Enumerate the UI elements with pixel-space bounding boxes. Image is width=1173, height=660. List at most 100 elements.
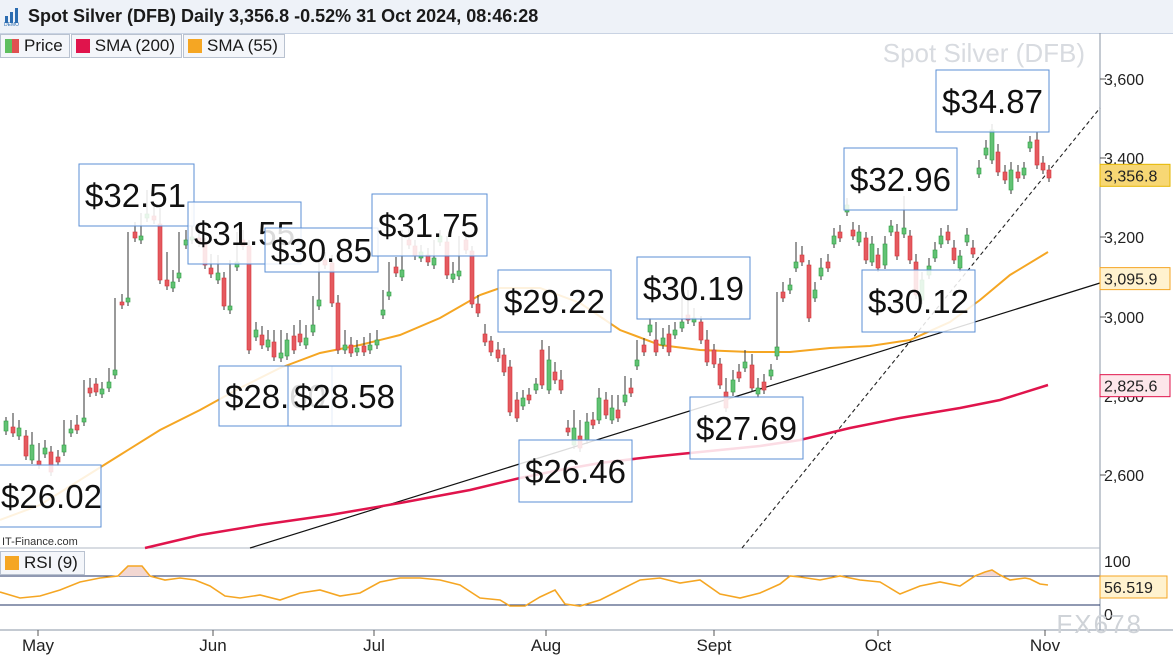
x-tick-label: Sept <box>697 636 732 655</box>
candle-body <box>882 243 888 266</box>
candle-body <box>970 247 976 255</box>
rsi-value-label: 56.519 <box>1104 580 1153 597</box>
candle-body <box>957 255 963 269</box>
candle-body <box>291 335 297 351</box>
annotation-label: $32.96 <box>850 161 951 198</box>
candle-body <box>354 347 360 353</box>
candle-body <box>342 344 348 351</box>
rsi-tick-100: 100 <box>1104 554 1131 571</box>
candle-body <box>546 359 552 391</box>
candle-body <box>271 341 277 358</box>
candle-body <box>265 339 271 348</box>
candle-body <box>755 387 761 395</box>
annotation-box <box>689 396 804 460</box>
candle-body <box>584 421 590 441</box>
candle-body <box>87 387 93 394</box>
candle-body <box>749 364 755 389</box>
fx678-watermark: FX678 <box>1056 609 1143 639</box>
candle-body <box>907 235 913 261</box>
candle-body <box>666 333 672 353</box>
chart-title-bar: DEMO Spot Silver (DFB) Daily 3,356.8 -0.… <box>0 0 1173 34</box>
candle-body <box>1027 141 1033 149</box>
candle-body <box>628 387 634 394</box>
candle-body <box>793 261 799 269</box>
candle-body <box>812 289 818 299</box>
legend-item-sma55[interactable]: SMA (55) <box>183 34 285 58</box>
candle-body <box>393 266 399 274</box>
candle-body <box>863 237 869 261</box>
legend-item-price[interactable]: Price <box>0 34 70 58</box>
price-badge <box>1099 374 1171 398</box>
candle-body <box>176 272 182 279</box>
annotation-box <box>843 147 958 211</box>
candle-body <box>399 269 405 278</box>
candle-body <box>742 361 748 369</box>
candle-body <box>170 281 176 289</box>
candle-body <box>856 231 862 243</box>
annotation-label: $30.12 <box>868 283 969 320</box>
candle-body <box>730 379 736 393</box>
candle-body <box>1046 169 1052 179</box>
candle-body <box>112 369 118 376</box>
candle-body <box>869 243 875 263</box>
candle-body <box>74 424 80 431</box>
candle-body <box>596 397 602 421</box>
candle-body <box>157 223 163 281</box>
candle-body <box>704 339 710 363</box>
annotation-box <box>518 439 633 503</box>
app-logo-icon: DEMO <box>4 8 19 26</box>
candle-body <box>23 435 29 457</box>
candle-body <box>482 333 488 343</box>
candle-body <box>380 309 386 316</box>
legend-label-price: Price <box>24 36 63 55</box>
sma200-swatch-icon <box>75 39 90 53</box>
candle-body <box>42 447 48 455</box>
annotation-label: $30.85 <box>271 232 372 269</box>
annotation-label: $28.58 <box>294 378 395 415</box>
candle-body <box>976 167 982 175</box>
candle-body <box>938 235 944 245</box>
candle-body <box>590 419 596 426</box>
candle-body <box>10 426 16 434</box>
legend-item-sma200[interactable]: SMA (200) <box>70 34 183 58</box>
y-tick-label: 3,600 <box>1104 72 1144 89</box>
annotation-box <box>78 163 195 227</box>
legend-label-sma200: SMA (200) <box>94 36 176 55</box>
candle-body <box>736 371 742 379</box>
candle-body <box>119 301 125 306</box>
candle-body <box>780 291 786 299</box>
annotation-box <box>0 464 102 528</box>
annotation-box <box>497 269 612 333</box>
data-credit: IT-Finance.com <box>2 536 78 548</box>
candle-body <box>303 337 309 346</box>
price-badges: 3,356.8 3,095.9 2,825.6 <box>1099 163 1171 398</box>
annotation-label: $30.19 <box>643 270 744 307</box>
x-tick-label: Aug <box>531 636 561 655</box>
legend-label-sma55: SMA (55) <box>207 36 278 55</box>
y-tick-label: 2,600 <box>1104 468 1144 485</box>
candle-body <box>831 235 837 245</box>
rsi-legend: RSI (9) <box>0 551 86 575</box>
candle-body <box>259 334 265 346</box>
candle-body <box>717 363 723 386</box>
annotation-label: $26.02 <box>1 478 102 515</box>
chart-title: Spot Silver (DFB) Daily 3,356.8 -0.52% 3… <box>28 6 539 26</box>
candle-body <box>641 344 647 353</box>
candle-body <box>221 277 227 307</box>
x-tick-label: Nov <box>1030 636 1061 655</box>
candle-body <box>932 249 938 259</box>
price-badge <box>1099 267 1171 291</box>
candle-body <box>679 321 685 329</box>
candle-body <box>761 381 767 391</box>
candle-body <box>475 303 481 314</box>
candle-body <box>297 333 303 343</box>
candle-body <box>335 302 341 351</box>
price-badge-label: 3,095.9 <box>1104 272 1157 289</box>
rsi-overbought-fill <box>118 566 1000 576</box>
legend-item-rsi[interactable]: RSI (9) <box>0 551 85 575</box>
annotation-box <box>264 227 379 273</box>
candle-body <box>983 147 989 156</box>
candle-body <box>278 352 284 359</box>
candle-body <box>539 349 545 386</box>
